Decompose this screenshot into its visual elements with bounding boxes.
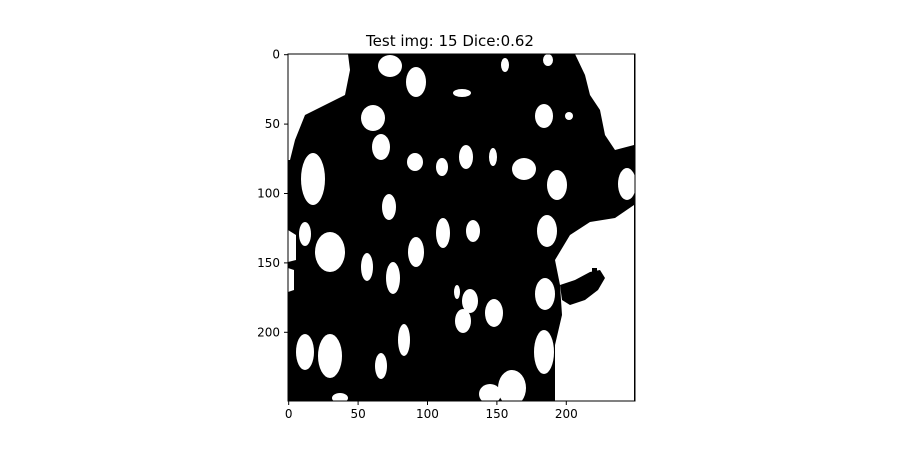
axes-frame <box>287 53 636 402</box>
x-tick-label: 200 <box>555 407 578 421</box>
y-tick-label: 50 <box>265 117 280 131</box>
x-tick-label: 0 <box>285 407 293 421</box>
y-tick-label: 150 <box>257 256 280 270</box>
x-tick-label: 150 <box>485 407 508 421</box>
y-tick-label: 0 <box>272 48 280 62</box>
y-axis: 0 50 100 150 200 <box>257 48 288 339</box>
y-tick-label: 100 <box>257 186 280 200</box>
x-tick-label: 100 <box>416 407 439 421</box>
x-axis: 0 50 100 150 200 <box>285 401 578 421</box>
y-tick-label: 200 <box>257 325 280 339</box>
figure-title: Test img: 15 Dice:0.62 <box>366 32 534 50</box>
x-tick-label: 50 <box>350 407 365 421</box>
segmentation-mask-image <box>288 54 636 406</box>
